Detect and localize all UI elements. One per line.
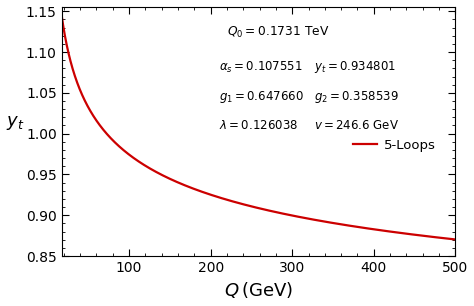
Legend: 5-Loops: 5-Loops xyxy=(348,133,441,157)
Text: $\alpha_s = 0.107551$: $\alpha_s = 0.107551$ xyxy=(219,59,303,75)
X-axis label: $Q\,(\mathrm{GeV})$: $Q\,(\mathrm{GeV})$ xyxy=(224,280,293,300)
Text: $v = 246.6\ \mathrm{GeV}$: $v = 246.6\ \mathrm{GeV}$ xyxy=(314,119,399,132)
Text: $\lambda = 0.126038$: $\lambda = 0.126038$ xyxy=(219,119,298,132)
Text: $Q_0 = 0.1731\ \mathrm{TeV}$: $Q_0 = 0.1731\ \mathrm{TeV}$ xyxy=(227,24,329,40)
Text: $g_2 = 0.358539$: $g_2 = 0.358539$ xyxy=(314,89,398,105)
Text: $g_1 = 0.647660$: $g_1 = 0.647660$ xyxy=(219,89,304,105)
Y-axis label: $y_t$: $y_t$ xyxy=(6,114,24,132)
Text: $y_t = 0.934801$: $y_t = 0.934801$ xyxy=(314,59,396,76)
